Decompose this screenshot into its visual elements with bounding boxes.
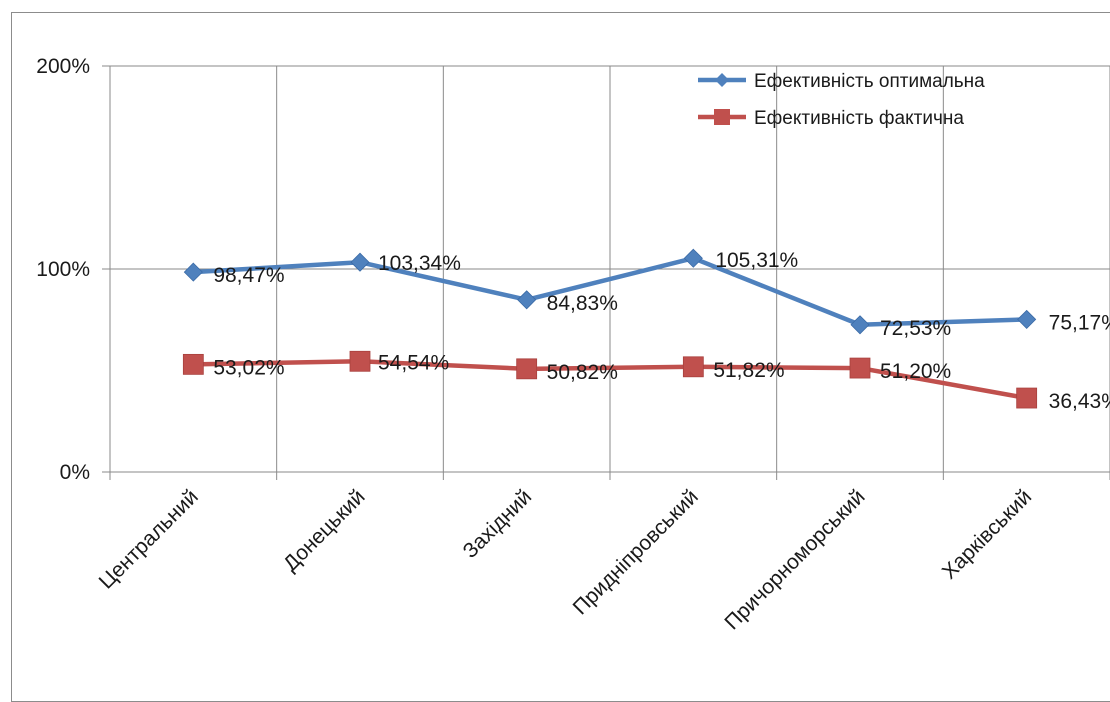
x-category-label: Донецький — [279, 485, 370, 576]
y-tick-label: 100% — [36, 258, 90, 281]
square-marker — [349, 350, 371, 372]
data-label: 72,53% — [880, 317, 951, 340]
legend-diamond-marker — [715, 73, 729, 87]
data-label: 84,83% — [547, 292, 618, 315]
data-label: 98,47% — [213, 264, 284, 287]
series — [182, 248, 1038, 409]
diamond-marker — [183, 262, 203, 282]
x-category-label: Західний — [459, 485, 537, 563]
data-label: 51,82% — [713, 359, 784, 382]
data-labels: 98,47% 103,34% 84,83% 105,31% 72,53% 75,17% 53… — [213, 249, 1110, 413]
series-line — [193, 255, 1027, 328]
y-tick-label: 0% — [60, 461, 90, 484]
x-category-label: Харківський — [938, 485, 1036, 583]
diamond-marker — [517, 290, 537, 310]
square-marker — [849, 357, 871, 379]
legend-entry-label: Ефективність фактична — [754, 108, 964, 129]
y-tick-label: 200% — [36, 55, 90, 78]
diamond-marker — [1017, 309, 1037, 329]
data-label: 103,34% — [378, 252, 461, 275]
legend: Ефективність оптимальна Ефективність факт… — [698, 71, 985, 129]
diamond-marker — [850, 315, 870, 335]
diamond-marker — [683, 248, 703, 268]
data-label: 75,17% — [1049, 311, 1110, 334]
data-label: 53,02% — [213, 356, 284, 379]
square-marker — [516, 358, 538, 380]
x-category-label: Придніпровський — [569, 485, 703, 619]
axes: 0% 100% 200% Центральний Донецький Західний Пр… — [36, 55, 1110, 634]
data-label: 105,31% — [715, 249, 798, 272]
x-category-label: Центральний — [95, 485, 203, 593]
data-label: 51,20% — [880, 360, 951, 383]
diamond-marker — [350, 252, 370, 272]
data-label: 36,43% — [1049, 390, 1110, 413]
square-marker — [682, 356, 704, 378]
square-marker — [182, 353, 204, 375]
legend-square-marker — [714, 109, 730, 125]
data-label: 50,82% — [547, 361, 618, 384]
line-chart: 0% 100% 200% Центральний Донецький Західний Пр… — [36, 55, 1110, 634]
x-category-label: Причорноморський — [720, 485, 869, 634]
data-label: 54,54% — [378, 351, 449, 374]
series-line — [193, 359, 1028, 401]
legend-entry-label: Ефективність оптимальна — [754, 71, 985, 92]
square-marker — [1016, 387, 1038, 409]
